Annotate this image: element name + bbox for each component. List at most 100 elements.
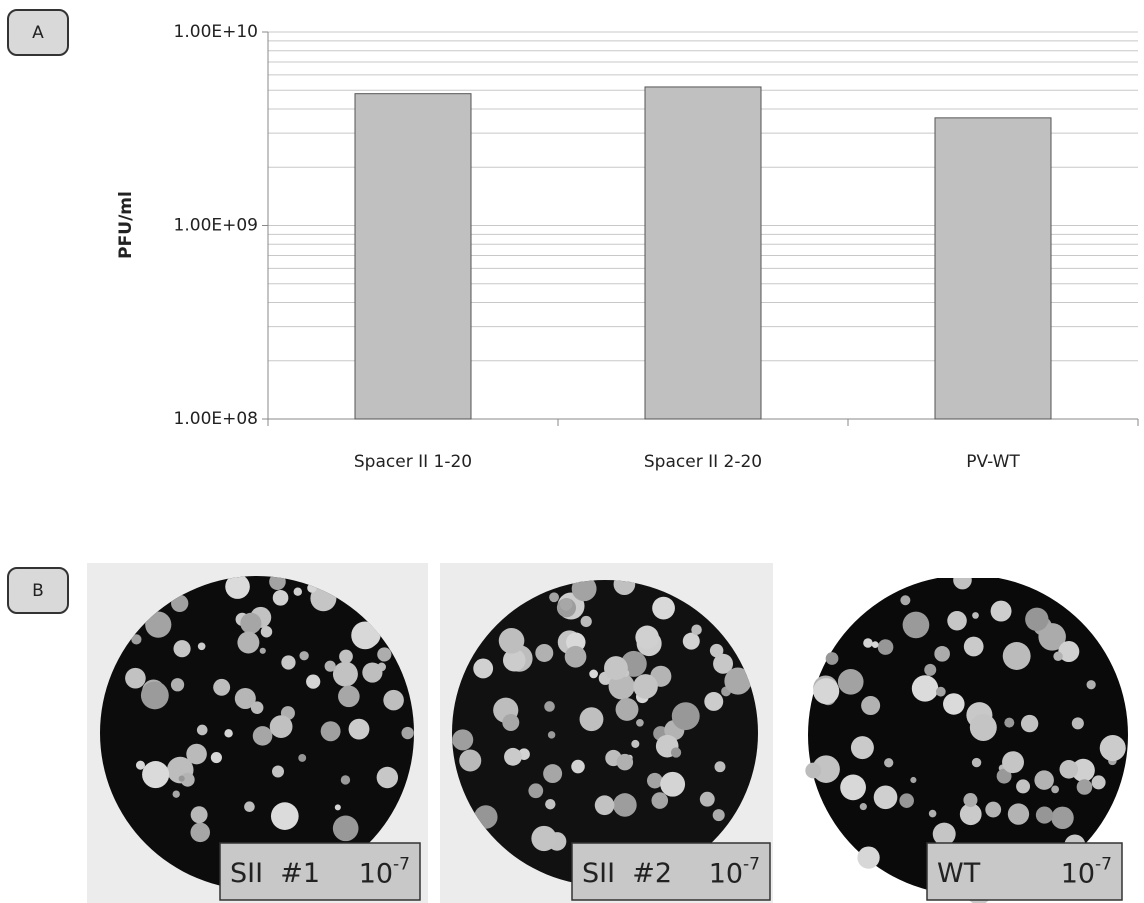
plaque [943, 693, 965, 715]
plaque [260, 648, 266, 654]
plaque [1021, 715, 1038, 732]
plaque [884, 758, 893, 767]
plaque [1016, 779, 1030, 793]
plaque [545, 799, 555, 809]
plaque [651, 792, 668, 809]
plaque [912, 675, 938, 701]
plaque [544, 701, 555, 712]
plaque [595, 795, 615, 815]
plaque [647, 773, 663, 789]
plaque [985, 802, 1001, 818]
plaque [253, 726, 273, 746]
figure: A B PFU/ml 1.00E+081.00E+091.00E+10Space… [0, 0, 1144, 903]
plaque [270, 715, 293, 738]
plaque [548, 731, 555, 738]
panel-label: B [32, 581, 44, 601]
plaque [805, 763, 821, 779]
plaque [333, 662, 358, 687]
plaque [560, 598, 573, 611]
bar [645, 87, 761, 419]
plaque [991, 601, 1012, 622]
plaque [237, 632, 259, 654]
plaque [191, 806, 208, 823]
dilution-base: 10 [359, 858, 393, 889]
panel-label: A [32, 23, 44, 43]
plaque [589, 670, 598, 679]
plaque [1002, 751, 1024, 773]
dilution-exponent: -7 [393, 855, 410, 875]
plaque [1087, 680, 1096, 689]
plaque [840, 774, 866, 800]
plaque [125, 668, 146, 689]
plaque [1092, 775, 1106, 789]
plaque [1036, 806, 1053, 823]
plaque [1051, 807, 1073, 829]
plaque [616, 698, 639, 721]
plaque [459, 750, 481, 772]
plaque [910, 777, 916, 783]
plaque [261, 626, 272, 637]
plaque [333, 816, 359, 842]
bar [935, 118, 1051, 419]
plaque [710, 644, 723, 657]
plaque [543, 764, 562, 783]
bar [355, 94, 471, 419]
plaque [502, 714, 519, 731]
plaque [1059, 760, 1078, 779]
plaque [273, 590, 289, 606]
plaque [339, 650, 353, 664]
plaque [700, 792, 715, 807]
plaque [171, 678, 184, 691]
dilution-exponent: -7 [743, 855, 760, 875]
plaque [903, 612, 930, 639]
plaque [281, 655, 295, 669]
plaque [715, 761, 726, 772]
plaque [972, 612, 979, 619]
plaque [174, 640, 191, 657]
plaque [535, 644, 553, 662]
plaque [1100, 735, 1126, 761]
plaque [963, 793, 977, 807]
plaque [186, 744, 207, 765]
plaque [528, 783, 543, 798]
plaque [377, 767, 398, 788]
plaque [1053, 652, 1062, 661]
plaque [271, 802, 299, 830]
plaque [173, 790, 180, 797]
plaque [704, 692, 723, 711]
plaque [631, 740, 639, 748]
plaque [341, 775, 350, 784]
plaque [691, 624, 702, 635]
plaque [947, 611, 967, 631]
y-tick-label: 1.00E+08 [174, 409, 258, 429]
plaque [1077, 779, 1093, 795]
plaque [179, 776, 185, 782]
plaque [874, 786, 898, 810]
plaque [970, 714, 997, 741]
plate [452, 580, 758, 886]
plaque [838, 669, 864, 695]
plaque [565, 646, 587, 668]
plaque [672, 702, 700, 730]
plaque [142, 761, 169, 788]
plaque [377, 647, 391, 661]
plaque [244, 801, 255, 812]
plaque [531, 826, 556, 851]
plaque [953, 571, 972, 590]
plaque [190, 823, 210, 843]
plaque [1072, 717, 1084, 729]
plaque [660, 772, 685, 797]
plaque [338, 686, 360, 708]
plaque [934, 646, 950, 662]
plaque [362, 662, 382, 682]
dilution-base: 10 [1061, 858, 1095, 889]
plaque [972, 758, 981, 767]
plaque [298, 754, 306, 762]
plaque [933, 823, 956, 846]
plaque [325, 661, 336, 672]
plaque [863, 638, 873, 648]
plaque [452, 729, 473, 750]
plaque [224, 729, 232, 737]
plaque [1025, 608, 1048, 631]
plaque [683, 633, 700, 650]
